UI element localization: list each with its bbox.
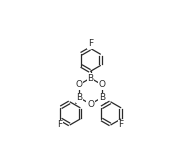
Text: B: B: [99, 93, 105, 102]
Text: B: B: [87, 74, 94, 83]
Text: O: O: [87, 100, 94, 109]
Text: F: F: [57, 120, 62, 129]
Text: F: F: [88, 40, 93, 48]
Text: F: F: [119, 120, 124, 129]
Text: B: B: [76, 93, 82, 102]
Text: O: O: [98, 80, 105, 89]
Text: O: O: [76, 80, 83, 89]
